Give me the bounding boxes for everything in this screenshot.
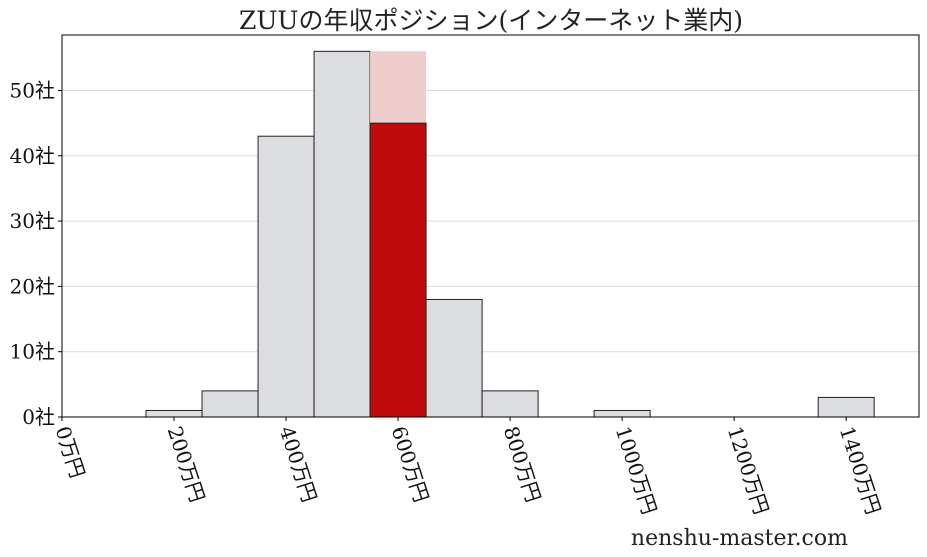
chart-title: ZUUの年収ポジション(インターネット業内) [239, 6, 743, 35]
y-tick-label: 50社 [10, 79, 55, 103]
bar [201, 390, 259, 418]
y-axis: 0社 10社 20社 30社 40社 50社 [10, 79, 62, 429]
x-tick-label: 800万円 [499, 423, 546, 505]
y-tick-label: 0社 [22, 405, 55, 429]
plot-frame [61, 34, 920, 418]
y-tick-label: 10社 [10, 340, 55, 364]
watermark: nenshu-master.com [631, 526, 848, 551]
x-tick-label: 1200万円 [723, 423, 774, 517]
x-tick-label: 1400万円 [835, 423, 886, 517]
y-tick-label: 30社 [10, 209, 55, 233]
bar [593, 409, 651, 418]
x-axis: 0万円 200万円 400万円 600万円 800万円 1000万円 1200万円 1400万… [51, 417, 886, 517]
bars [145, 50, 875, 418]
bar [481, 390, 539, 418]
bar [257, 135, 315, 418]
grid-lines [62, 90, 919, 353]
bar-highlight-remainder [370, 51, 427, 124]
x-tick-label: 600万円 [387, 423, 434, 505]
bar [145, 409, 203, 418]
y-tick-label: 20社 [10, 274, 55, 298]
bar [313, 50, 371, 418]
x-tick-label: 0万円 [51, 423, 90, 481]
bar [817, 396, 875, 418]
bar [425, 298, 483, 418]
y-tick-label: 40社 [10, 144, 55, 168]
x-tick-label: 1000万円 [611, 423, 662, 517]
bar-highlight [369, 122, 427, 418]
x-tick-label: 400万円 [275, 423, 322, 505]
x-tick-label: 200万円 [163, 423, 210, 505]
